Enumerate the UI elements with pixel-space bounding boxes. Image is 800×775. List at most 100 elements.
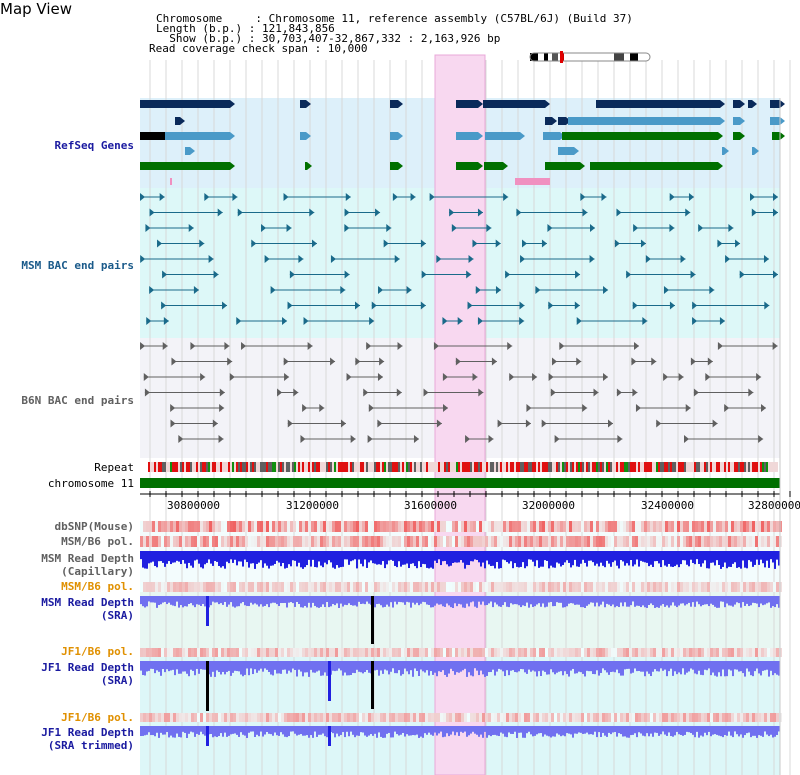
jf1-depth-trim-bar [530, 726, 532, 735]
jf1-depth-sra-bar [592, 661, 594, 675]
msm-depth-sra-bar [186, 596, 188, 607]
jf1-depth-sra-bar [608, 661, 610, 675]
repeat-cell [568, 462, 570, 472]
jf1-b6-pol-cell [725, 648, 728, 657]
jf1-b6-pol-cell [755, 648, 758, 657]
jf1-depth-sra-bar [512, 661, 514, 671]
jf1-b6-pol-cell [701, 648, 704, 657]
b6n-bac-end [684, 435, 690, 443]
msm-b6-pol2-cell [485, 582, 488, 592]
b6n-bac-end [617, 435, 623, 443]
msm-depth-cap-bar [404, 551, 406, 565]
msm-depth-sra-bar [636, 596, 638, 606]
jf1-b6-pol-cell [410, 648, 413, 657]
jf1-b6-pol-cell [227, 648, 230, 657]
dbsnp-cell [257, 521, 260, 532]
msm-b6-pol-cell [626, 536, 629, 547]
msm-bac-end [632, 301, 638, 310]
msm-b6-pol2-cell [182, 582, 185, 592]
repeat-cell [208, 462, 210, 472]
msm-bac-end [371, 301, 377, 310]
repeat-cell [358, 462, 360, 472]
msm-b6-pol2-cell [650, 582, 653, 592]
msm-depth-sra-bar [350, 596, 352, 605]
b6n-bac-end [171, 357, 177, 366]
jf1-depth-sra-bar [270, 661, 272, 675]
jf1-depth-sra-bar [368, 661, 370, 673]
b6n-bac-end [634, 342, 640, 350]
repeat-cell [430, 462, 432, 472]
repeat-cell [748, 462, 750, 472]
msm-depth-sra-bar [344, 596, 346, 605]
msm-b6-pol-cell [548, 536, 551, 547]
b6n-bac-end [756, 373, 762, 381]
gene-arrow [718, 162, 723, 170]
msm-b6-pol2-cell [593, 582, 596, 592]
jf1-depth-trim-bar [342, 726, 344, 733]
jf1-depth-sra-bar [610, 661, 612, 672]
msm-depth-sra-bar [398, 596, 400, 602]
msm-b6-pol2-cell [347, 582, 350, 592]
msm-b6-pol2-cell [773, 582, 776, 592]
ideogram-band [530, 53, 538, 61]
msm-depth-cap-bar [502, 551, 504, 560]
msm-depth-sra-bar [664, 596, 666, 607]
repeat-cell [704, 462, 706, 472]
jf1-depth-sra-bar [760, 661, 762, 676]
repeat-cell [254, 462, 256, 472]
jf1-depth-trim-bar [512, 726, 514, 734]
jf1-b6-pol2-cell [383, 713, 386, 722]
jf1-b6-pol2-cell [665, 713, 668, 722]
dbsnp-cell [512, 521, 515, 532]
jf1-depth-trim-bar [260, 726, 262, 732]
b6n-bac-end [690, 357, 696, 366]
jf1-depth-sra-bar [166, 661, 168, 670]
msm-depth-sra-bar [516, 596, 518, 605]
jf1-depth-sra-bar [200, 661, 202, 670]
msm-depth-sra-bar [654, 596, 656, 608]
msm-b6-pol-cell [656, 536, 659, 547]
jf1-b6-pol-cell [347, 648, 350, 657]
msm-b6-pol2-cell [491, 582, 494, 592]
msm-depth-cap-bar [660, 551, 662, 568]
msm-depth-cap-bar [394, 551, 396, 566]
msm-depth-sra-bar [154, 596, 156, 603]
dbsnp-cell [593, 521, 596, 532]
repeat-cell [476, 462, 478, 472]
jf1-b6-pol2-cell [548, 713, 551, 722]
msm-depth-sra-bar [358, 596, 360, 602]
msm-b6-pol-cell [242, 536, 245, 547]
msm-depth-sra-bar [762, 596, 764, 606]
jf1-depth-trim-bar [758, 726, 760, 736]
jf1-depth-trim-bar [596, 726, 598, 738]
jf1-b6-pol-cell [338, 648, 341, 657]
msm-depth-sra-bar [708, 596, 710, 607]
jf1-depth-sra-bar [310, 661, 312, 670]
jf1-b6-pol-cell [650, 648, 653, 657]
msm-bac-end [614, 239, 620, 248]
msm-bac-end [616, 208, 622, 217]
repeat-cell [390, 462, 392, 472]
refseq-gene [185, 147, 190, 155]
jf1-depth-trim-bar [156, 726, 158, 733]
jf1-b6-pol-cell [170, 648, 173, 657]
msm-b6-pol-cell [515, 536, 518, 547]
jf1-b6-pol2-cell [392, 713, 395, 722]
jf1-b6-pol-cell [152, 648, 155, 657]
msm-depth-sra-bar [532, 596, 534, 607]
gene-arrow [190, 147, 195, 155]
jf1-depth-sra-bar [700, 661, 702, 675]
jf1-b6-pol-cell [548, 648, 551, 657]
msm-depth-sra-bar [680, 596, 682, 604]
msm-bac-end [495, 286, 501, 294]
jf1-depth-sra-bar [640, 661, 642, 672]
msm-b6-pol-cell [623, 536, 626, 547]
dbsnp-cell [515, 521, 518, 532]
jf1-b6-pol-cell [281, 648, 284, 657]
repeat-cell [348, 462, 350, 472]
repeat-cell [626, 462, 628, 472]
msm-depth-cap-bar [364, 551, 366, 560]
msm-b6-pol2-cell [515, 582, 518, 592]
msm-depth-cap-bar [656, 551, 658, 562]
